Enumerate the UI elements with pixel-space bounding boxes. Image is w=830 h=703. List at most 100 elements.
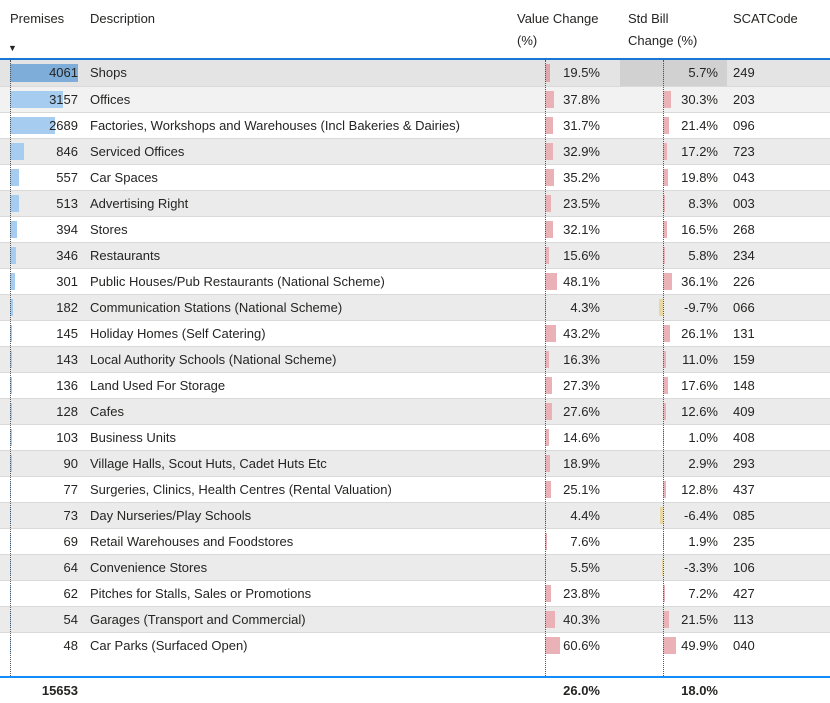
value-change-cell[interactable]: 23.5%: [516, 191, 620, 216]
value-change-bar: [545, 585, 551, 602]
value-change-cell[interactable]: 4.4%: [516, 503, 620, 528]
column-header-value-change[interactable]: Value Change (%): [517, 11, 599, 48]
table-row[interactable]: 394 Stores 32.1% 16.5% 268: [0, 216, 830, 242]
value-change-value: 4.3%: [570, 300, 600, 315]
std-bill-cell[interactable]: 26.1%: [620, 321, 727, 346]
table-row[interactable]: 54 Garages (Transport and Commercial) 40…: [0, 606, 830, 632]
table-row[interactable]: 143 Local Authority Schools (National Sc…: [0, 346, 830, 372]
column-header-std-bill-change[interactable]: Std Bill Change (%): [628, 11, 698, 48]
description-text: Retail Warehouses and Foodstores: [90, 534, 294, 549]
std-bill-cell[interactable]: -9.7%: [620, 295, 727, 320]
std-bill-cell[interactable]: 1.0%: [620, 425, 727, 450]
std-bill-cell[interactable]: -6.4%: [620, 503, 727, 528]
value-change-cell[interactable]: 40.3%: [516, 607, 620, 632]
table-row[interactable]: 103 Business Units 14.6% 1.0% 408: [0, 424, 830, 450]
premises-value: 3157: [49, 92, 78, 107]
column-header-description[interactable]: Description: [90, 11, 156, 26]
table-row[interactable]: 90 Village Halls, Scout Huts, Cadet Huts…: [0, 450, 830, 476]
value-change-cell[interactable]: 60.6%: [516, 633, 620, 658]
value-change-cell[interactable]: 35.2%: [516, 165, 620, 190]
value-change-cell[interactable]: 19.5%: [516, 60, 620, 86]
table-row[interactable]: 513 Advertising Right 23.5% 8.3% 003: [0, 190, 830, 216]
table-row[interactable]: 128 Cafes 27.6% 12.6% 409: [0, 398, 830, 424]
std-bill-change-value: 17.2%: [681, 144, 718, 159]
std-bill-cell[interactable]: 30.3%: [620, 87, 727, 112]
value-change-cell[interactable]: 23.8%: [516, 581, 620, 606]
table-row[interactable]: 557 Car Spaces 35.2% 19.8% 043: [0, 164, 830, 190]
std-bill-cell[interactable]: 5.7%: [620, 60, 727, 86]
value-change-cell[interactable]: 32.9%: [516, 139, 620, 164]
std-bill-cell[interactable]: 36.1%: [620, 269, 727, 294]
table-row[interactable]: 48 Car Parks (Surfaced Open) 60.6% 49.9%…: [0, 632, 830, 658]
std-bill-cell[interactable]: 49.9%: [620, 633, 727, 658]
table-row[interactable]: 346 Restaurants 15.6% 5.8% 234: [0, 242, 830, 268]
premises-bar: [10, 273, 16, 290]
value-change-cell[interactable]: 27.6%: [516, 399, 620, 424]
description-text: Garages (Transport and Commercial): [90, 612, 306, 627]
description-cell: Land Used For Storage: [88, 373, 516, 398]
table-row[interactable]: 145 Holiday Homes (Self Catering) 43.2% …: [0, 320, 830, 346]
value-change-cell[interactable]: 27.3%: [516, 373, 620, 398]
scatcode-cell: 148: [727, 373, 830, 398]
table-row[interactable]: 62 Pitches for Stalls, Sales or Promotio…: [0, 580, 830, 606]
value-change-cell[interactable]: 31.7%: [516, 113, 620, 138]
value-change-cell[interactable]: 7.6%: [516, 529, 620, 554]
table-row[interactable]: 182 Communication Stations (National Sch…: [0, 294, 830, 320]
value-change-cell[interactable]: 25.1%: [516, 477, 620, 502]
table-row[interactable]: 301 Public Houses/Pub Restaurants (Natio…: [0, 268, 830, 294]
std-bill-cell[interactable]: 5.8%: [620, 243, 727, 268]
premises-bar: [10, 429, 12, 446]
value-change-cell[interactable]: 32.1%: [516, 217, 620, 242]
value-change-cell[interactable]: 14.6%: [516, 425, 620, 450]
table-row[interactable]: 64 Convenience Stores 5.5% -3.3% 106: [0, 554, 830, 580]
value-change-bar: [545, 299, 547, 316]
scatcode-cell: 003: [727, 191, 830, 216]
column-header-scatcode[interactable]: SCATCode: [733, 11, 798, 26]
table-row[interactable]: 77 Surgeries, Clinics, Health Centres (R…: [0, 476, 830, 502]
scatcode-value: 148: [733, 378, 755, 393]
std-bill-cell[interactable]: 8.3%: [620, 191, 727, 216]
std-bill-cell[interactable]: 17.2%: [620, 139, 727, 164]
std-bill-cell[interactable]: 16.5%: [620, 217, 727, 242]
scatcode-value: 235: [733, 534, 755, 549]
value-change-cell[interactable]: 18.9%: [516, 451, 620, 476]
value-change-bar: [545, 64, 550, 82]
value-change-cell[interactable]: 37.8%: [516, 87, 620, 112]
premises-cell: 128: [0, 399, 88, 424]
value-change-cell[interactable]: 43.2%: [516, 321, 620, 346]
premises-value: 394: [56, 222, 78, 237]
table-row[interactable]: 846 Serviced Offices 32.9% 17.2% 723: [0, 138, 830, 164]
std-bill-cell[interactable]: 1.9%: [620, 529, 727, 554]
premises-cell: 4061: [0, 60, 88, 86]
std-bill-cell[interactable]: 17.6%: [620, 373, 727, 398]
std-bill-cell[interactable]: 11.0%: [620, 347, 727, 372]
std-bill-cell[interactable]: 21.5%: [620, 607, 727, 632]
premises-cell: 301: [0, 269, 88, 294]
std-bill-cell[interactable]: 2.9%: [620, 451, 727, 476]
value-change-bar: [545, 91, 555, 108]
table-row[interactable]: 3157 Offices 37.8% 30.3% 203: [0, 86, 830, 112]
std-bill-cell[interactable]: -3.3%: [620, 555, 727, 580]
table-row[interactable]: 4061 Shops 19.5% 5.7% 249: [0, 60, 830, 86]
value-change-cell[interactable]: 15.6%: [516, 243, 620, 268]
std-bill-cell[interactable]: 7.2%: [620, 581, 727, 606]
sort-descending-icon[interactable]: ▼: [8, 43, 17, 53]
description-text: Shops: [90, 65, 127, 80]
value-change-value: 19.5%: [563, 65, 600, 80]
std-bill-cell[interactable]: 12.6%: [620, 399, 727, 424]
std-bill-cell[interactable]: 21.4%: [620, 113, 727, 138]
value-change-cell[interactable]: 5.5%: [516, 555, 620, 580]
table-row[interactable]: 136 Land Used For Storage 27.3% 17.6% 14…: [0, 372, 830, 398]
value-change-cell[interactable]: 48.1%: [516, 269, 620, 294]
table-row[interactable]: 69 Retail Warehouses and Foodstores 7.6%…: [0, 528, 830, 554]
value-change-cell[interactable]: 4.3%: [516, 295, 620, 320]
table-row[interactable]: 73 Day Nurseries/Play Schools 4.4% -6.4%…: [0, 502, 830, 528]
scatcode-cell: 113: [727, 607, 830, 632]
table-row[interactable]: 2689 Factories, Workshops and Warehouses…: [0, 112, 830, 138]
std-bill-cell[interactable]: 19.8%: [620, 165, 727, 190]
value-change-cell[interactable]: 16.3%: [516, 347, 620, 372]
value-change-bar: [545, 403, 552, 420]
scatcode-cell: 066: [727, 295, 830, 320]
column-header-premises[interactable]: Premises: [10, 11, 65, 26]
std-bill-cell[interactable]: 12.8%: [620, 477, 727, 502]
